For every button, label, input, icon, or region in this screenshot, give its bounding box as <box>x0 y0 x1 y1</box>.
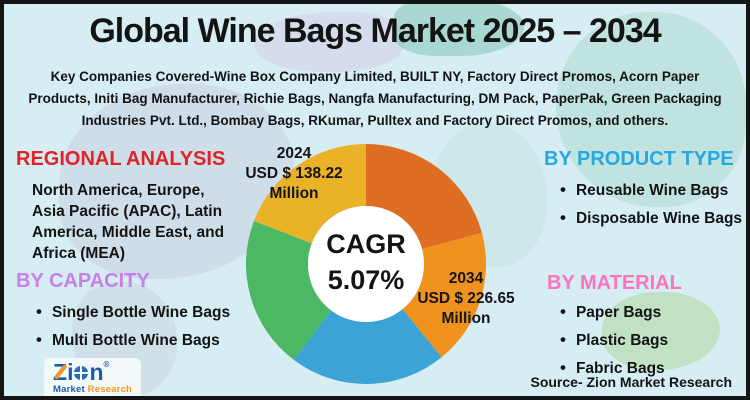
donut-segment-top-right <box>366 144 482 249</box>
annotation-2024: 2024 USD $ 138.22 Million <box>232 144 356 203</box>
by-product-type-heading: BY PRODUCT TYPE <box>544 148 734 170</box>
cagr-text: CAGR <box>326 229 406 259</box>
donut-chart <box>246 144 486 384</box>
donut-segment-top-left <box>253 144 366 244</box>
annotation-2034: 2034 USD $ 226.65 Million <box>404 269 528 328</box>
logo-subtitle: Market Research <box>53 384 133 396</box>
cagr-label: CAGR 5.07% <box>306 226 426 299</box>
donut-segment-left <box>246 220 332 360</box>
annotation-year: 2034 <box>448 270 484 287</box>
logo-wordmark: Zin® <box>53 361 132 384</box>
logo-letter-n: n <box>89 359 104 385</box>
list-item: Plastic Bags <box>560 326 668 354</box>
page-title: Global Wine Bags Market 2025 – 2034 <box>89 12 661 50</box>
regional-analysis-text: North America, Europe, Asia Pacific (APA… <box>32 182 225 263</box>
list-item: Multi Bottle Wine Bags <box>36 326 230 354</box>
donut-chart-svg <box>246 144 486 384</box>
cagr-value: 5.07% <box>327 265 405 296</box>
annotation-value: USD $ 138.22 Million <box>245 164 343 202</box>
list-item: Paper Bags <box>560 298 668 326</box>
annotation-year: 2024 <box>276 145 312 162</box>
donut-segment-right <box>402 232 486 358</box>
by-capacity-heading: BY CAPACITY <box>16 270 150 292</box>
regional-analysis-heading: REGIONAL ANALYSIS <box>16 148 226 170</box>
annotation-value: USD $ 226.65 Million <box>417 289 515 327</box>
logo-letter-z: Z <box>53 361 68 384</box>
logo-subtitle-market: Market <box>53 384 85 395</box>
registered-mark: ® <box>103 360 110 369</box>
logo-subtitle-research: Research <box>87 384 133 395</box>
product-type-list: Reusable Wine Bags Disposable Wine Bags <box>560 176 742 232</box>
zion-market-research-logo: Zin® Market Research <box>44 358 142 396</box>
material-list: Paper Bags Plastic Bags Fabric Bags <box>560 298 668 381</box>
list-item: Fabric Bags <box>560 354 668 382</box>
donut-segment-bottom <box>293 309 442 384</box>
source-attribution: Source- Zion Market Research <box>530 374 732 390</box>
map-shape <box>556 12 746 207</box>
list-item: Single Bottle Wine Bags <box>36 298 230 326</box>
donut-center-circle <box>308 206 424 322</box>
list-item: Reusable Wine Bags <box>560 176 742 204</box>
map-shape <box>254 12 404 72</box>
globe-icon <box>74 366 89 380</box>
logo-letter-i: i <box>67 359 74 385</box>
map-shape <box>394 4 524 56</box>
capacity-list: Single Bottle Wine Bags Multi Bottle Win… <box>36 298 230 354</box>
list-item: Disposable Wine Bags <box>560 204 742 232</box>
key-companies-text: Key Companies Covered-Wine Box Company L… <box>28 69 722 128</box>
by-material-heading: BY MATERIAL <box>547 272 682 294</box>
